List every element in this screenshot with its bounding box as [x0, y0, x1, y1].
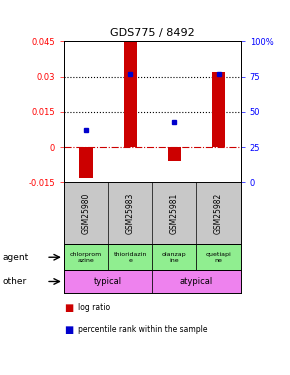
Text: quetiapi
ne: quetiapi ne [206, 252, 231, 262]
Bar [108, 244, 152, 270]
Text: atypical: atypical [180, 277, 213, 286]
Text: GSM25981: GSM25981 [170, 192, 179, 234]
Bar [64, 270, 152, 292]
Text: ■: ■ [64, 303, 73, 312]
Text: GSM25982: GSM25982 [214, 192, 223, 234]
Bar [152, 244, 197, 270]
Text: ■: ■ [64, 325, 73, 335]
Title: GDS775 / 8492: GDS775 / 8492 [110, 28, 195, 38]
Text: typical: typical [94, 277, 122, 286]
Bar [168, 147, 181, 161]
Bar [64, 244, 108, 270]
Text: GSM25980: GSM25980 [81, 192, 90, 234]
Bar [152, 270, 241, 292]
Text: agent: agent [3, 253, 29, 262]
Text: other: other [3, 277, 27, 286]
Text: GSM25983: GSM25983 [126, 192, 135, 234]
Bar [79, 147, 93, 178]
Text: percentile rank within the sample: percentile rank within the sample [78, 326, 208, 334]
Text: chlorprom
azine: chlorprom azine [70, 252, 102, 262]
Text: thioridazin
e: thioridazin e [113, 252, 147, 262]
Text: log ratio: log ratio [78, 303, 110, 312]
Bar [212, 72, 225, 147]
Bar [196, 244, 241, 270]
Bar [124, 39, 137, 147]
Text: olanzap
ine: olanzap ine [162, 252, 187, 262]
